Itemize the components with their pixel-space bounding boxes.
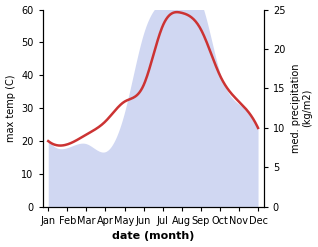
Y-axis label: med. precipitation
(kg/m2): med. precipitation (kg/m2) <box>291 63 313 153</box>
X-axis label: date (month): date (month) <box>112 231 194 242</box>
Y-axis label: max temp (C): max temp (C) <box>5 74 16 142</box>
